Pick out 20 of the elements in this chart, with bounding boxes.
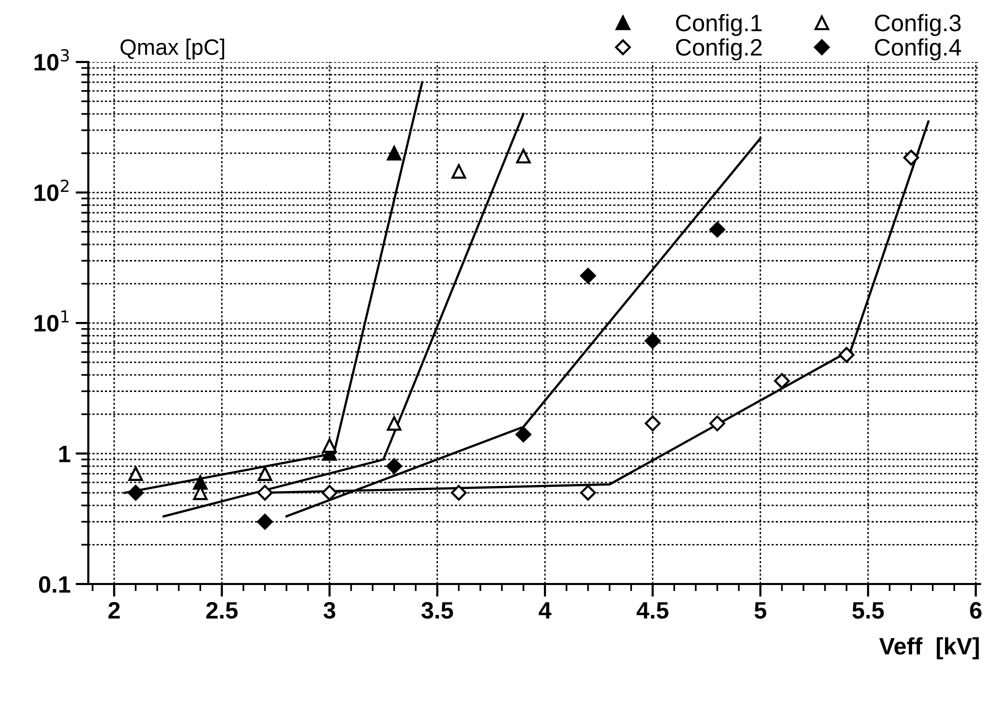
x-tick-label: 4.5 bbox=[636, 602, 668, 619]
y-tick-label: 0.1 bbox=[39, 576, 70, 593]
x-tick-label: 3.5 bbox=[421, 602, 454, 619]
x-tick-label: 5 bbox=[754, 602, 766, 619]
legend-label: Config.4 bbox=[874, 38, 962, 60]
y-tick-label: 10$^{1}$ bbox=[34, 310, 69, 332]
x-tick-label: 2.5 bbox=[206, 602, 238, 619]
x-tick-label: 6 bbox=[970, 602, 982, 619]
y-axis-title: Qmax [pC] bbox=[120, 38, 224, 60]
legend-label: Config.3 bbox=[874, 14, 961, 36]
x-tick-label: 3 bbox=[324, 602, 336, 619]
x-tick-label: 4 bbox=[538, 602, 552, 618]
y-tick-label: 10$^{3}$ bbox=[34, 49, 69, 71]
legend-label: Config.1 bbox=[676, 14, 762, 36]
x-tick-label: 5.5 bbox=[852, 602, 884, 619]
legend-label: Config.2 bbox=[676, 38, 762, 60]
x-tick-label: 2 bbox=[108, 602, 120, 618]
x-axis-title: Veff [kV] bbox=[879, 637, 979, 660]
y-tick-label: 1 bbox=[59, 446, 70, 462]
y-tick-label: 10$^{2}$ bbox=[34, 180, 68, 202]
